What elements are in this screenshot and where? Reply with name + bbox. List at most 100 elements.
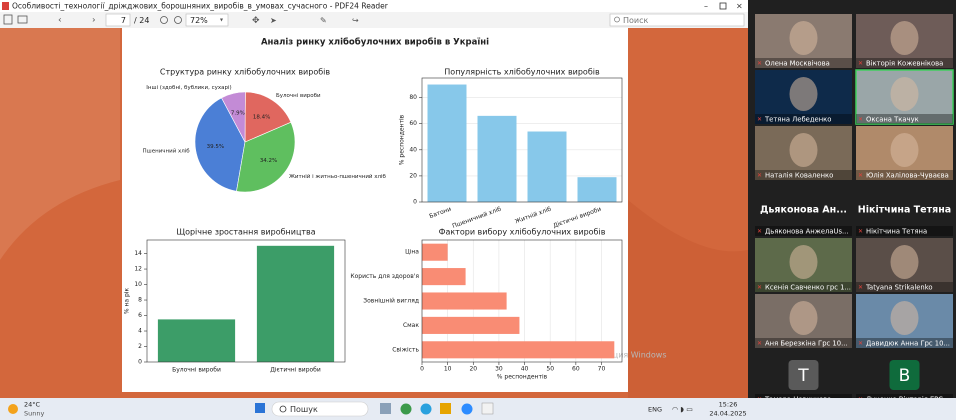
participant-video bbox=[789, 133, 818, 167]
chart-title: Фактори вибору хлібобулочних виробів bbox=[439, 228, 606, 237]
y-tick-label: 12 bbox=[134, 266, 142, 273]
x-tick-label: 50 bbox=[546, 366, 554, 373]
taskbar-chrome[interactable] bbox=[400, 403, 412, 415]
keyboard-language: ENG bbox=[648, 406, 662, 414]
name-strip bbox=[856, 114, 953, 124]
participant-avatar bbox=[788, 360, 819, 390]
page-input[interactable] bbox=[105, 13, 131, 27]
bar bbox=[256, 245, 335, 362]
y-tick-label: 2 bbox=[138, 343, 142, 350]
participant-name: Ксенія Савченко грс 1... bbox=[765, 284, 851, 292]
zoom-dropdown[interactable]: ▾ bbox=[220, 17, 223, 24]
temperature: 24°C bbox=[24, 401, 41, 409]
document-title: Аналіз ринку хлібобулочних виробів в Укр… bbox=[261, 37, 489, 48]
bar bbox=[422, 243, 448, 261]
chart-title: Щорічне зростання виробництва bbox=[176, 228, 315, 237]
x-axis-label: % респондентів bbox=[497, 374, 548, 381]
y-tick-label: 10 bbox=[134, 281, 142, 288]
name-strip bbox=[755, 114, 852, 124]
taskbar-search-icon bbox=[279, 405, 287, 413]
participant-video bbox=[789, 301, 818, 335]
y-tick-label: 14 bbox=[134, 250, 142, 257]
slice-value-label: 39.5% bbox=[207, 144, 224, 150]
participant-video bbox=[890, 245, 919, 279]
participant-video bbox=[789, 77, 818, 111]
name-strip bbox=[755, 282, 852, 292]
participant-name: Тетяна Лебеденко bbox=[764, 116, 831, 124]
save-button[interactable] bbox=[3, 14, 13, 25]
x-tick-label: 0 bbox=[420, 366, 424, 373]
next-button[interactable]: › bbox=[92, 16, 96, 26]
print-button[interactable] bbox=[17, 15, 28, 24]
activation-watermark: Активация Windows bbox=[583, 351, 667, 360]
x-tick-label: 70 bbox=[598, 366, 606, 373]
slice-category-label: Житній і житньо-пшеничний хліб bbox=[289, 173, 387, 180]
bar bbox=[477, 115, 517, 202]
participant-name: Наталія Коваленко bbox=[765, 172, 833, 180]
y-tick-label: 40 bbox=[409, 146, 417, 153]
x-tick-label: 40 bbox=[521, 366, 529, 373]
y-tick-label: 60 bbox=[409, 120, 417, 127]
pie-slice bbox=[221, 91, 246, 143]
y-tick-label: 20 bbox=[409, 172, 417, 179]
zoom-in-button[interactable] bbox=[174, 16, 182, 24]
participant-name: Вікторія Кожевнікова bbox=[866, 60, 943, 68]
clock-time: 15:26 bbox=[719, 401, 738, 409]
taskbar-search[interactable] bbox=[271, 401, 369, 417]
mic-muted-icon: ✕ bbox=[757, 228, 762, 235]
bar bbox=[527, 131, 567, 202]
mic-muted-icon: ✕ bbox=[858, 340, 863, 347]
draw-tool[interactable]: ✎ bbox=[320, 16, 327, 25]
participant-video bbox=[890, 21, 919, 55]
name-strip bbox=[755, 226, 852, 236]
name-strip bbox=[755, 170, 852, 180]
participant-initial: Т bbox=[797, 366, 809, 386]
y-tick-label: 0 bbox=[138, 359, 142, 366]
slice-value-label: 34.2% bbox=[260, 158, 277, 164]
taskbar-telegram[interactable] bbox=[420, 403, 432, 415]
move-tool[interactable]: ✥ bbox=[252, 16, 260, 26]
share-tool[interactable]: ↪ bbox=[352, 16, 359, 25]
participant-video bbox=[789, 21, 818, 55]
taskbar-zoom[interactable] bbox=[461, 403, 473, 415]
participant-avatar bbox=[889, 360, 920, 390]
x-tick-label: 10 bbox=[444, 366, 452, 373]
taskbar-app[interactable] bbox=[380, 403, 391, 414]
zoom-out-button[interactable] bbox=[160, 16, 168, 24]
plot-frame bbox=[421, 239, 623, 363]
prev-button[interactable]: ‹ bbox=[58, 16, 62, 26]
bg-shape bbox=[628, 200, 748, 398]
name-strip bbox=[856, 282, 953, 292]
minimize-button[interactable]: – bbox=[704, 2, 708, 11]
participant-display-name: Нікітчина Тетяна bbox=[858, 205, 951, 216]
name-strip bbox=[856, 58, 953, 68]
zoom-select[interactable] bbox=[185, 13, 229, 27]
y-tick-label: Смак bbox=[403, 322, 419, 329]
search-box[interactable] bbox=[609, 13, 745, 27]
taskbar bbox=[0, 398, 956, 420]
taskbar-explorer[interactable] bbox=[440, 403, 451, 414]
mic-muted-icon: ✕ bbox=[858, 116, 863, 123]
x-tick-label: 30 bbox=[495, 366, 503, 373]
tray-icons[interactable]: ◠ ◗ ▭ bbox=[672, 406, 693, 414]
slice-value-label: 18.4% bbox=[253, 115, 270, 121]
participant-tile[interactable] bbox=[856, 182, 953, 236]
participant-initial: В bbox=[899, 366, 911, 386]
name-strip bbox=[755, 338, 852, 348]
close-button[interactable]: × bbox=[736, 2, 743, 11]
y-axis-label: % респондентів bbox=[399, 114, 406, 165]
participant-video bbox=[890, 301, 919, 335]
start-button[interactable] bbox=[255, 403, 265, 413]
x-tick-label: Дієтичні вироби bbox=[270, 367, 321, 374]
x-tick-label: Булочні вироби bbox=[172, 367, 221, 374]
taskbar-pdf24[interactable] bbox=[481, 402, 494, 415]
maximize-button[interactable] bbox=[719, 2, 727, 10]
y-tick-label: Ціна bbox=[405, 249, 419, 256]
participant-name: Дьяконова АнжелаUs... bbox=[765, 228, 849, 236]
pointer-tool[interactable]: ➤ bbox=[270, 16, 277, 25]
participant-name: Нікітчина Тетяна bbox=[866, 228, 927, 236]
y-tick-label: Зовнішній вигляд bbox=[363, 298, 419, 305]
participant-tile[interactable] bbox=[755, 182, 852, 236]
plot-frame bbox=[421, 77, 623, 203]
